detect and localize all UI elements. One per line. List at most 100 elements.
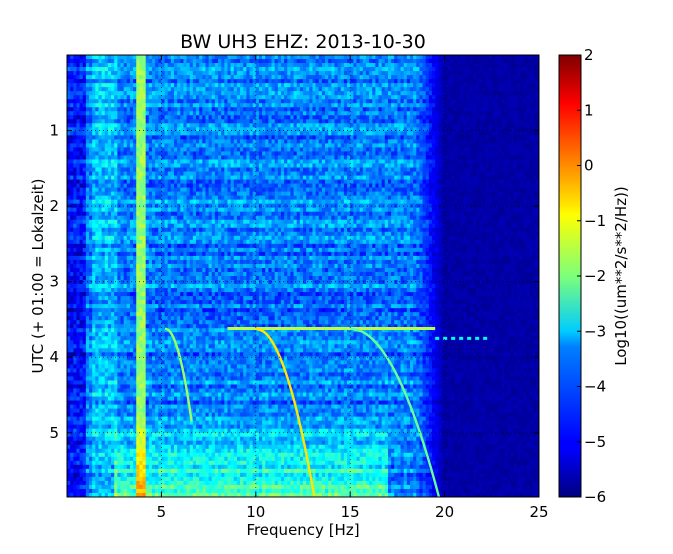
heatmap-cell bbox=[183, 67, 188, 72]
heatmap-cell bbox=[180, 63, 185, 68]
heatmap-cell bbox=[306, 107, 310, 112]
heatmap-cell bbox=[89, 103, 93, 108]
heatmap-cell bbox=[183, 79, 188, 84]
heatmap-cell bbox=[255, 99, 260, 104]
heatmap-cell bbox=[347, 119, 351, 124]
heatmap-cell bbox=[325, 87, 329, 92]
heatmap-cell bbox=[92, 79, 96, 84]
heatmap-cell bbox=[186, 55, 191, 60]
heatmap-cell bbox=[422, 95, 427, 100]
heatmap-cell bbox=[419, 75, 424, 80]
heatmap-cell bbox=[214, 55, 219, 60]
heatmap-cell bbox=[482, 71, 487, 76]
heatmap-cell bbox=[123, 103, 128, 108]
heatmap-cell bbox=[236, 83, 241, 88]
heatmap-cell bbox=[155, 83, 159, 88]
heatmap-cell bbox=[365, 111, 370, 116]
heatmap-cell bbox=[318, 103, 323, 108]
heatmap-cell bbox=[85, 103, 90, 108]
heatmap-cell bbox=[85, 95, 90, 100]
heatmap-cell bbox=[164, 103, 169, 108]
heatmap-cell bbox=[318, 55, 323, 60]
heatmap-cell bbox=[98, 67, 103, 72]
heatmap-cell bbox=[205, 95, 210, 100]
heatmap-cell bbox=[199, 119, 203, 124]
heatmap-cell bbox=[403, 55, 408, 60]
heatmap-cell bbox=[95, 103, 100, 108]
heatmap-cell bbox=[227, 107, 232, 112]
heatmap-cell bbox=[70, 87, 74, 92]
heatmap-cell bbox=[208, 107, 213, 112]
heatmap-cell bbox=[419, 111, 424, 116]
heatmap-cell bbox=[180, 75, 185, 80]
heatmap-cell bbox=[111, 79, 115, 84]
heatmap-cell bbox=[488, 75, 493, 80]
heatmap-cell bbox=[284, 59, 288, 64]
heatmap-cell bbox=[85, 111, 90, 116]
heatmap-cell bbox=[535, 71, 539, 76]
heatmap-cell bbox=[268, 63, 273, 68]
heatmap-cell bbox=[422, 111, 427, 116]
heatmap-cell bbox=[444, 91, 449, 96]
heatmap-cell bbox=[334, 99, 339, 104]
heatmap-cell bbox=[296, 79, 301, 84]
heatmap-cell bbox=[460, 115, 465, 120]
heatmap-cell bbox=[271, 111, 276, 116]
heatmap-cell bbox=[529, 91, 534, 96]
heatmap-cell bbox=[123, 59, 128, 64]
heatmap-cell bbox=[387, 119, 392, 124]
heatmap-cell bbox=[520, 83, 524, 88]
heatmap-cell bbox=[381, 115, 386, 120]
heatmap-cell bbox=[265, 75, 269, 80]
heatmap-cell bbox=[450, 115, 455, 120]
heatmap-cell bbox=[356, 87, 361, 92]
heatmap-cell bbox=[488, 95, 493, 100]
heatmap-cell bbox=[337, 79, 342, 84]
heatmap-cell bbox=[290, 103, 295, 108]
heatmap-cell bbox=[450, 99, 455, 104]
heatmap-cell bbox=[221, 59, 225, 64]
heatmap-cell bbox=[372, 75, 376, 80]
heatmap-cell bbox=[252, 67, 257, 72]
heatmap-cell bbox=[218, 75, 222, 80]
heatmap-cell bbox=[79, 59, 84, 64]
heatmap-cell bbox=[104, 71, 109, 76]
heatmap-cell bbox=[139, 75, 144, 80]
heatmap-cell bbox=[296, 63, 301, 68]
heatmap-cell bbox=[258, 107, 263, 112]
heatmap-cell bbox=[293, 67, 298, 72]
heatmap-cell bbox=[208, 55, 213, 60]
heatmap-cell bbox=[485, 111, 490, 116]
heatmap-cell bbox=[73, 67, 78, 72]
heatmap-cell bbox=[362, 79, 367, 84]
heatmap-cell bbox=[246, 91, 251, 96]
heatmap-cell bbox=[271, 55, 276, 60]
heatmap-cell bbox=[520, 95, 524, 100]
heatmap-cell bbox=[513, 63, 518, 68]
heatmap-cell bbox=[262, 79, 266, 84]
heatmap-cell bbox=[246, 95, 251, 100]
heatmap-cell bbox=[444, 107, 449, 112]
heatmap-cell bbox=[120, 107, 125, 112]
heatmap-cell bbox=[309, 99, 314, 104]
heatmap-cell bbox=[164, 91, 169, 96]
heatmap-cell bbox=[369, 91, 373, 96]
heatmap-cell bbox=[337, 91, 342, 96]
heatmap-cell bbox=[167, 79, 172, 84]
heatmap-cell bbox=[173, 107, 178, 112]
heatmap-cell bbox=[214, 75, 219, 80]
heatmap-cell bbox=[221, 55, 225, 60]
heatmap-cell bbox=[394, 67, 398, 72]
heatmap-cell bbox=[321, 119, 326, 124]
heatmap-cell bbox=[120, 71, 125, 76]
heatmap-cell bbox=[325, 67, 329, 72]
heatmap-cell bbox=[214, 59, 219, 64]
heatmap-cell bbox=[491, 75, 496, 80]
heatmap-cell bbox=[192, 71, 197, 76]
heatmap-cell bbox=[129, 119, 134, 124]
heatmap-cell bbox=[284, 63, 288, 68]
heatmap-cell bbox=[70, 75, 74, 80]
heatmap-cell bbox=[460, 87, 465, 92]
heatmap-cell bbox=[158, 111, 162, 116]
heatmap-cell bbox=[413, 55, 417, 60]
